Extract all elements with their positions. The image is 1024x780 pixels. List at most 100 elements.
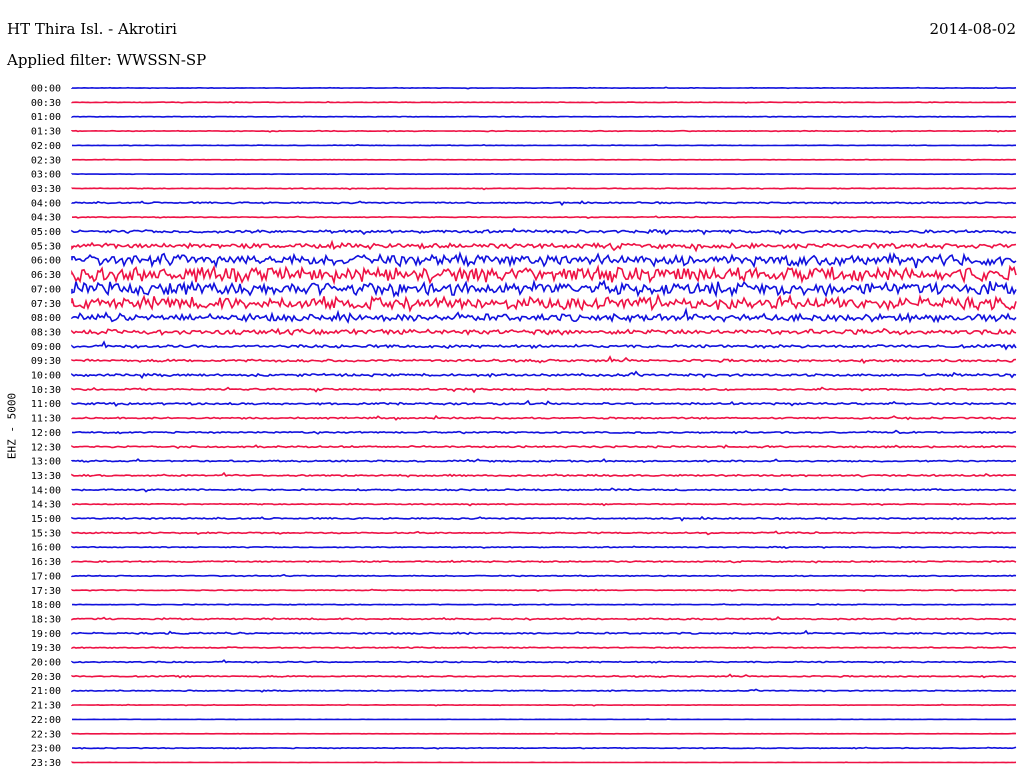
time-tick-label: 12:30: [31, 442, 61, 453]
trace-line: [71, 444, 1017, 450]
time-tick-label: 15:00: [31, 514, 61, 525]
time-tick-label: 20:30: [31, 672, 61, 683]
time-tick-label: 09:00: [31, 342, 61, 353]
time-tick-label: 21:30: [31, 701, 61, 712]
trace-line: [71, 100, 1017, 104]
time-tick-label: 23:30: [31, 758, 61, 769]
time-tick-label: 19:00: [31, 629, 61, 640]
trace-line: [71, 530, 1017, 536]
time-tick-label: 06:30: [31, 270, 61, 281]
trace-line: [71, 559, 1017, 564]
trace-line: [71, 414, 1017, 421]
time-tick-labels: 00:00 00:30 01:00 01:30 02:00 02:30 03:00 03:30…: [31, 84, 61, 769]
time-tick-label: 11:30: [31, 414, 61, 425]
trace-line: [71, 172, 1017, 176]
time-tick-label: 17:00: [31, 571, 61, 582]
trace-line: [71, 129, 1017, 133]
time-tick-label: 10:30: [31, 385, 61, 396]
trace-line: [71, 588, 1017, 592]
time-tick-label: 14:30: [31, 500, 61, 511]
trace-line: [71, 471, 1017, 478]
time-tick-label: 08:00: [31, 313, 61, 324]
trace-line: [71, 187, 1017, 191]
time-tick-label: 17:30: [31, 586, 61, 597]
time-tick-label: 13:00: [31, 457, 61, 468]
seismogram-traces: [71, 86, 1017, 764]
time-tick-label: 03:30: [31, 184, 61, 195]
time-tick-label: 05:00: [31, 227, 61, 238]
time-tick-label: 15:30: [31, 528, 61, 539]
trace-line: [71, 86, 1017, 90]
trace-line: [71, 278, 1017, 299]
trace-line: [71, 370, 1017, 380]
trace-line: [71, 487, 1017, 493]
time-tick-label: 02:00: [31, 141, 61, 152]
time-tick-label: 22:00: [31, 715, 61, 726]
trace-line: [71, 659, 1016, 664]
time-tick-label: 13:30: [31, 471, 61, 482]
trace-line: [71, 573, 1017, 578]
time-tick-label: 00:00: [31, 84, 61, 95]
time-tick-label: 07:30: [31, 299, 61, 310]
station-title: HT Thira Isl. - Akrotiri: [7, 20, 177, 38]
time-tick-label: 08:30: [31, 327, 61, 338]
trace-line: [71, 458, 1017, 464]
time-tick-label: 11:00: [31, 399, 61, 410]
trace-line: [71, 646, 1017, 650]
trace-line: [72, 603, 1016, 607]
time-tick-label: 16:00: [31, 543, 61, 554]
trace-line: [71, 264, 1017, 286]
filter-label: Applied filter: WWSSN-SP: [7, 51, 207, 69]
time-tick-label: 16:30: [31, 557, 61, 568]
time-tick-label: 05:30: [31, 241, 61, 252]
time-tick-label: 22:30: [31, 729, 61, 740]
trace-line: [71, 732, 1017, 735]
time-tick-label: 18:30: [31, 614, 61, 625]
time-tick-label: 12:00: [31, 428, 61, 439]
trace-line: [71, 616, 1017, 621]
trace-line: [71, 429, 1017, 435]
time-tick-label: 06:00: [31, 256, 61, 267]
time-tick-label: 03:00: [31, 170, 61, 181]
trace-line: [71, 355, 1017, 365]
trace-line: [71, 307, 1017, 324]
trace-line: [71, 293, 1017, 313]
time-tick-label: 04:30: [31, 213, 61, 224]
trace-line: [71, 327, 1017, 336]
trace-line: [72, 215, 1017, 219]
time-tick-label: 01:00: [31, 112, 61, 123]
trace-line: [71, 688, 1017, 693]
trace-line: [71, 673, 1017, 679]
time-tick-label: 14:00: [31, 485, 61, 496]
trace-line: [71, 629, 1017, 636]
time-tick-label: 20:00: [31, 658, 61, 669]
record-date: 2014-08-02: [929, 20, 1016, 38]
trace-line: [71, 143, 1016, 147]
time-tick-label: 02:30: [31, 155, 61, 166]
trace-line: [71, 239, 1017, 253]
trace-line: [71, 515, 1017, 522]
time-tick-label: 19:30: [31, 643, 61, 654]
trace-line: [71, 227, 1017, 236]
time-tick-label: 18:00: [31, 600, 61, 611]
trace-line: [72, 746, 1017, 750]
trace-line: [71, 200, 1017, 207]
time-tick-label: 01:30: [31, 127, 61, 138]
trace-line: [71, 703, 1017, 707]
time-tick-label: 04:00: [31, 198, 61, 209]
trace-line: [71, 386, 1017, 394]
trace-line: [71, 545, 1017, 549]
time-tick-label: 10:00: [31, 371, 61, 382]
time-tick-label: 00:30: [31, 98, 61, 109]
trace-line: [71, 115, 1017, 118]
time-tick-label: 09:30: [31, 356, 61, 367]
time-tick-label: 21:00: [31, 686, 61, 697]
time-tick-label: 07:00: [31, 284, 61, 295]
time-tick-label: 23:00: [31, 744, 61, 755]
trace-line: [71, 158, 1017, 162]
trace-line: [71, 340, 1017, 351]
trace-line: [71, 399, 1017, 408]
trace-line: [71, 502, 1017, 507]
trace-line: [71, 250, 1017, 269]
